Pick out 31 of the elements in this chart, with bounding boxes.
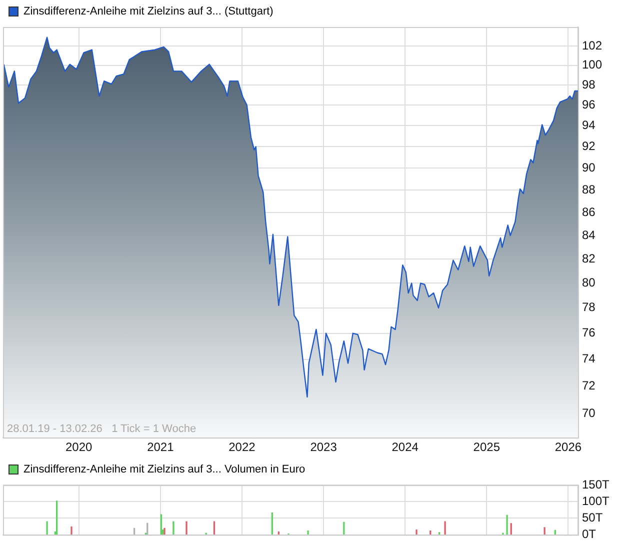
x-tick-label: 2024: [392, 440, 419, 454]
x-tick-label: 2026: [554, 440, 582, 454]
y-tick-label: 0T: [582, 527, 597, 542]
legend-label: Zinsdifferenz-Anleihe mit Zielzins auf 3... (Stuttgart): [24, 6, 274, 18]
y-tick-label: 82: [582, 251, 596, 266]
annotation: 28.01.19 - 13.02.26 1 Tick = 1 Woche: [7, 423, 196, 436]
y-tick-label: 86: [582, 204, 596, 219]
y-tick-label: 88: [582, 182, 596, 196]
x-tick-label: 2020: [66, 440, 93, 454]
x-tick-label: 2022: [228, 440, 256, 454]
y-tick-label: 100T: [582, 494, 610, 508]
y-tick-label: 90: [582, 160, 596, 174]
y-tick-label: 98: [582, 77, 596, 92]
y-tick-label: 76: [582, 326, 596, 340]
legend-label: Zinsdifferenz-Anleihe mit Zielzins auf 3... Volumen in Euro: [24, 464, 306, 476]
y-tick-label: 94: [582, 118, 596, 132]
y-tick-label: 84: [582, 228, 596, 242]
y-tick-label: 150T: [582, 477, 610, 492]
y-tick-label: 96: [582, 97, 596, 112]
y-tick-label: 74: [582, 352, 596, 366]
x-tick-label: 2023: [310, 440, 338, 454]
x-tick-label: 2025: [473, 440, 500, 454]
y-tick-label: 92: [582, 139, 596, 154]
y-tick-label: 72: [582, 378, 596, 392]
y-tick-label: 78: [582, 300, 596, 314]
y-tick-label: 102: [582, 38, 602, 52]
y-tick-label: 100: [582, 58, 602, 72]
x-tick-label: 2021: [147, 440, 174, 454]
y-tick-label: 50T: [582, 510, 604, 525]
y-tick-label: 80: [582, 276, 596, 290]
y-tick-label: 70: [582, 406, 596, 420]
